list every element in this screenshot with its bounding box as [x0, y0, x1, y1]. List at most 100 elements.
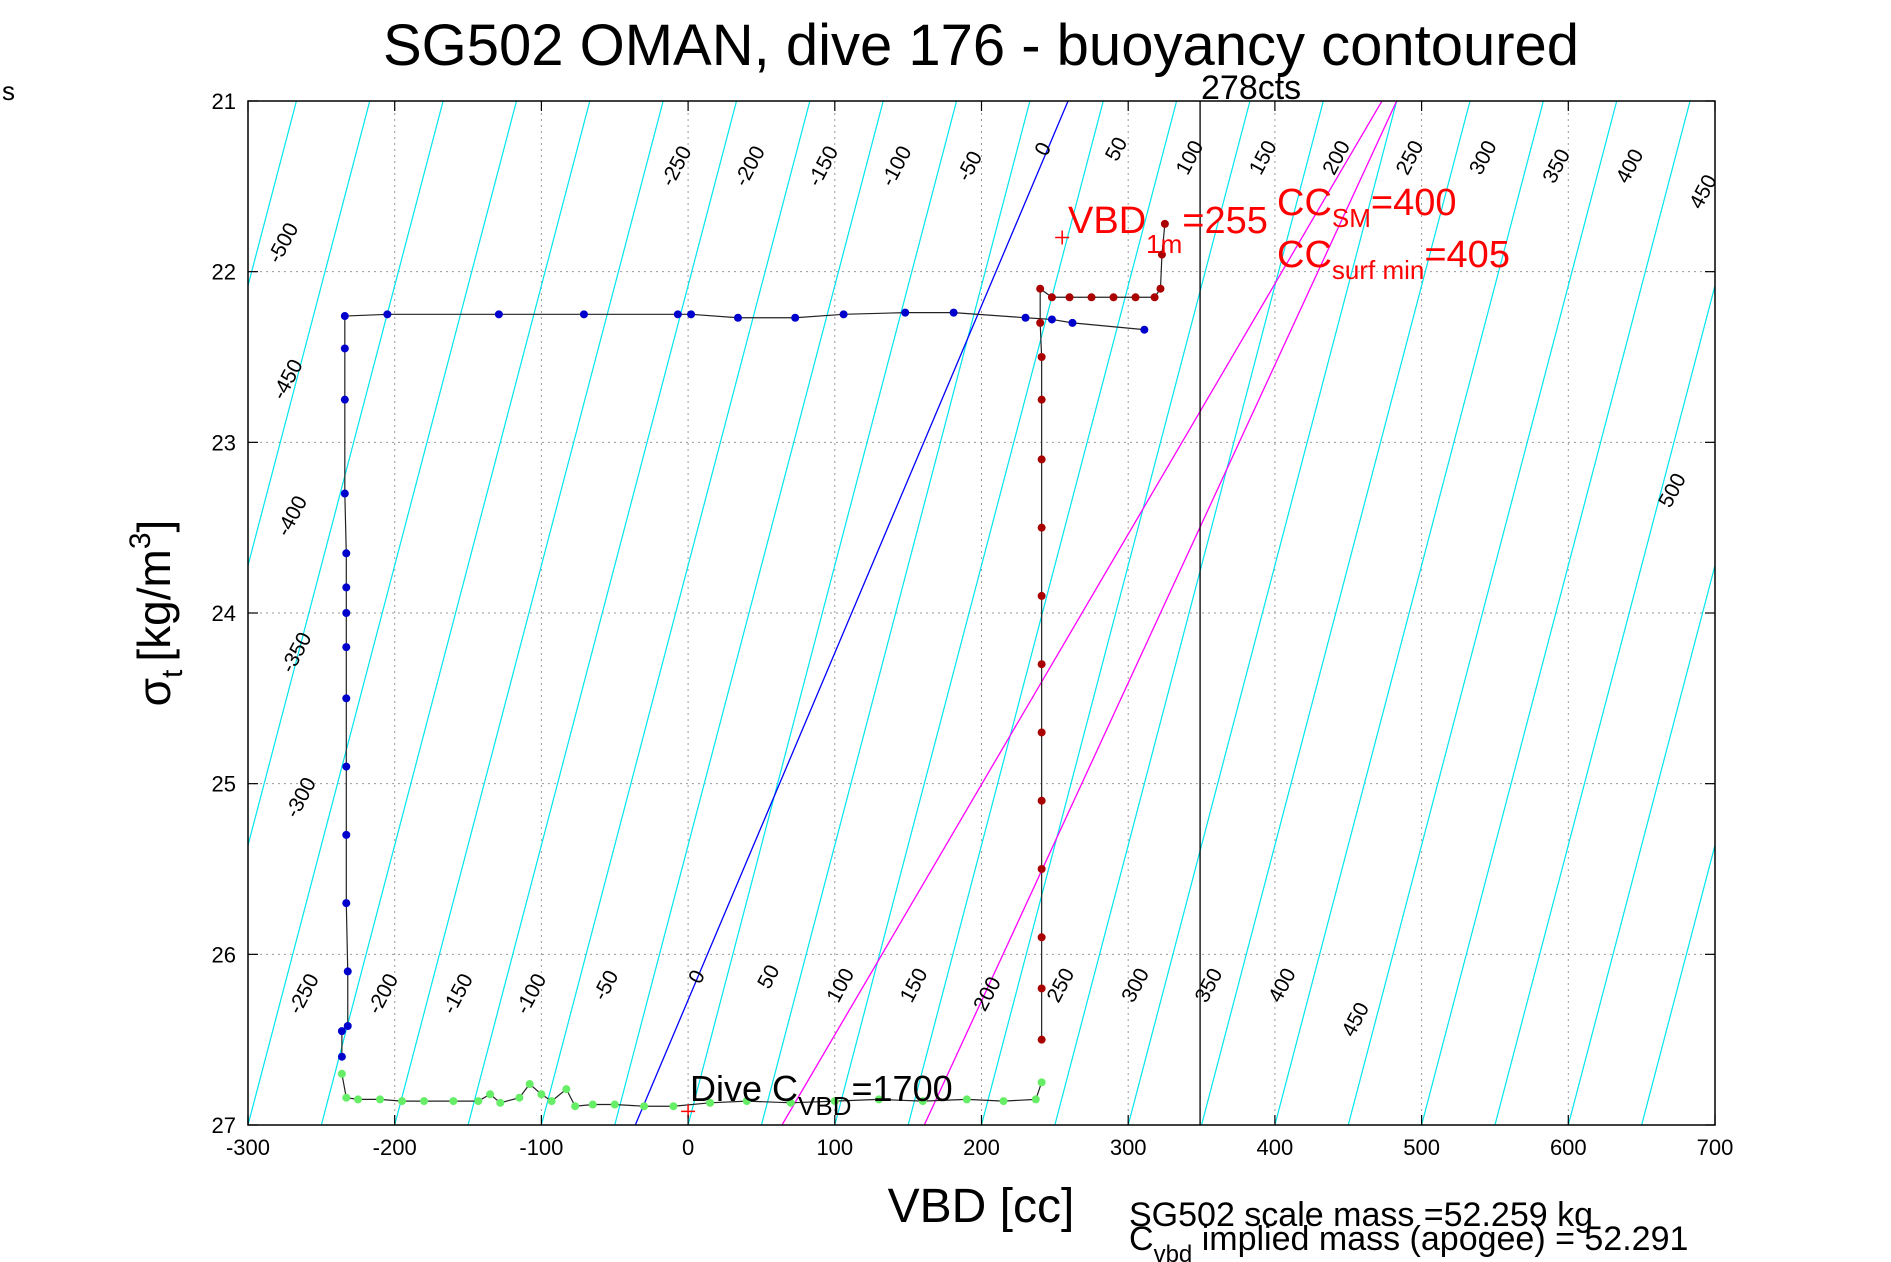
contour-line	[1054, 101, 1324, 1125]
contour-label: 200	[969, 973, 1006, 1015]
bottom-point	[999, 1097, 1008, 1106]
x-tick-label: -100	[519, 1135, 563, 1160]
ascent-point	[1047, 293, 1056, 302]
contour-line	[1567, 563, 1715, 1125]
bottom-point	[537, 1090, 546, 1099]
descent-point	[733, 313, 742, 322]
implied-mass-text: Cvbd implied mass (apogee) = 52.291	[1129, 1220, 1688, 1262]
descent-point	[342, 694, 351, 703]
contour-label: -100	[511, 970, 551, 1018]
contour-label: 50	[753, 961, 784, 992]
chart-title: SG502 OMAN, dive 176 - buoyancy contoure…	[383, 13, 1579, 78]
descent-point	[1047, 315, 1056, 324]
descent-point	[340, 312, 349, 321]
cc-surf-annotation: CCsurf min=405	[1277, 234, 1510, 285]
contour-label: 50	[1101, 133, 1132, 164]
contour-label: -150	[803, 142, 843, 190]
descent-point	[342, 830, 351, 839]
bottom-point	[786, 1098, 795, 1107]
descent-point	[687, 310, 696, 319]
ascent-point	[1157, 250, 1166, 259]
y-tick-label: 24	[212, 601, 236, 626]
y-tick-label: 22	[212, 260, 236, 285]
contour-line	[907, 101, 1178, 1125]
contour-line	[1641, 842, 1715, 1125]
bottom-point	[1031, 1095, 1040, 1104]
contour-label: -450	[268, 356, 308, 404]
contour-line	[1862, 101, 1891, 1125]
svg-text:σt[kg/m3]: σt [kg/m3]	[124, 520, 189, 707]
x-tick-label: 400	[1257, 1135, 1294, 1160]
descent-point	[340, 344, 349, 353]
bottom-point	[874, 1095, 883, 1104]
implied-text: implied mass (apogee) = 52.291	[1192, 1220, 1688, 1258]
contour-line	[1274, 101, 1544, 1125]
contour-label: -150	[438, 970, 478, 1018]
bottom-point	[562, 1085, 571, 1094]
y-label-close: ]	[128, 520, 180, 533]
cc-surf-main: CC	[1277, 234, 1332, 276]
contour-line	[1714, 1122, 1715, 1125]
descent-point	[340, 489, 349, 498]
descent-point	[342, 762, 351, 771]
contour-line	[248, 101, 371, 568]
bottom-point	[515, 1093, 524, 1102]
contour-label: -250	[284, 970, 324, 1018]
contour-label: -100	[877, 142, 917, 190]
vbd-1m-main: VBD	[1068, 200, 1146, 242]
y-label-sup: 3	[124, 532, 157, 549]
ascent-point	[1037, 984, 1046, 993]
reference-lines	[634, 101, 1398, 1125]
contour-line	[614, 101, 884, 1125]
implied-main: C	[1129, 1220, 1154, 1258]
contour-line	[1494, 283, 1715, 1125]
contour-line	[1347, 101, 1618, 1125]
grid	[248, 101, 1715, 1125]
contour-label: -300	[281, 774, 321, 822]
contour-label: 300	[1117, 965, 1154, 1007]
contour-label: -200	[730, 142, 770, 190]
bottom-point	[1037, 1078, 1046, 1087]
ascent-point	[1037, 865, 1046, 873]
ascent-point	[1036, 318, 1045, 327]
x-tick-label: 300	[1110, 1135, 1147, 1160]
contour-label: 150	[896, 965, 933, 1007]
contour-label: -500	[263, 219, 303, 267]
ascent-point	[1037, 591, 1046, 600]
vbd-1m-marker	[1055, 230, 1070, 245]
descent-point	[839, 310, 848, 319]
ascent-point	[1037, 660, 1046, 669]
ascent-point	[1160, 219, 1169, 228]
x-axis-label: VBD [cc]	[888, 1180, 1075, 1233]
ascent-point	[1037, 395, 1046, 404]
descent-point	[342, 549, 351, 558]
ascent-point	[1036, 284, 1045, 293]
y-axis-label: σt [kg/m3]	[124, 520, 189, 707]
bottom-point	[742, 1097, 751, 1106]
ascent-point	[1037, 455, 1046, 464]
contour-label: 350	[1191, 965, 1228, 1007]
contour-line	[540, 101, 811, 1125]
cc-sm-value: =400	[1371, 182, 1457, 224]
contour-label: 300	[1465, 137, 1502, 179]
contour-line	[320, 101, 591, 1125]
contour-label: 250	[1392, 137, 1429, 179]
ascent-point	[1156, 284, 1165, 293]
descent-point	[494, 310, 503, 319]
descent-line	[341, 312, 1145, 1057]
reference-line-cc_sm	[781, 101, 1383, 1125]
cc-sm-annotation: CCSM=400	[1277, 182, 1456, 233]
descent-point	[1140, 325, 1149, 334]
descent-point	[337, 1027, 346, 1036]
dive-cvbd-main: Dive C	[690, 1068, 798, 1109]
descent-point	[901, 308, 910, 317]
bottom-point	[420, 1097, 429, 1106]
contour-line	[1788, 101, 1891, 1125]
dive-cvbd-sub: VBD	[798, 1091, 851, 1121]
contour-label: -250	[656, 142, 696, 190]
ascent-point	[1065, 293, 1074, 302]
contour-line	[1421, 101, 1691, 1125]
contour-label: 0	[1030, 139, 1056, 160]
cc-surf-sub: surf min	[1332, 255, 1424, 285]
